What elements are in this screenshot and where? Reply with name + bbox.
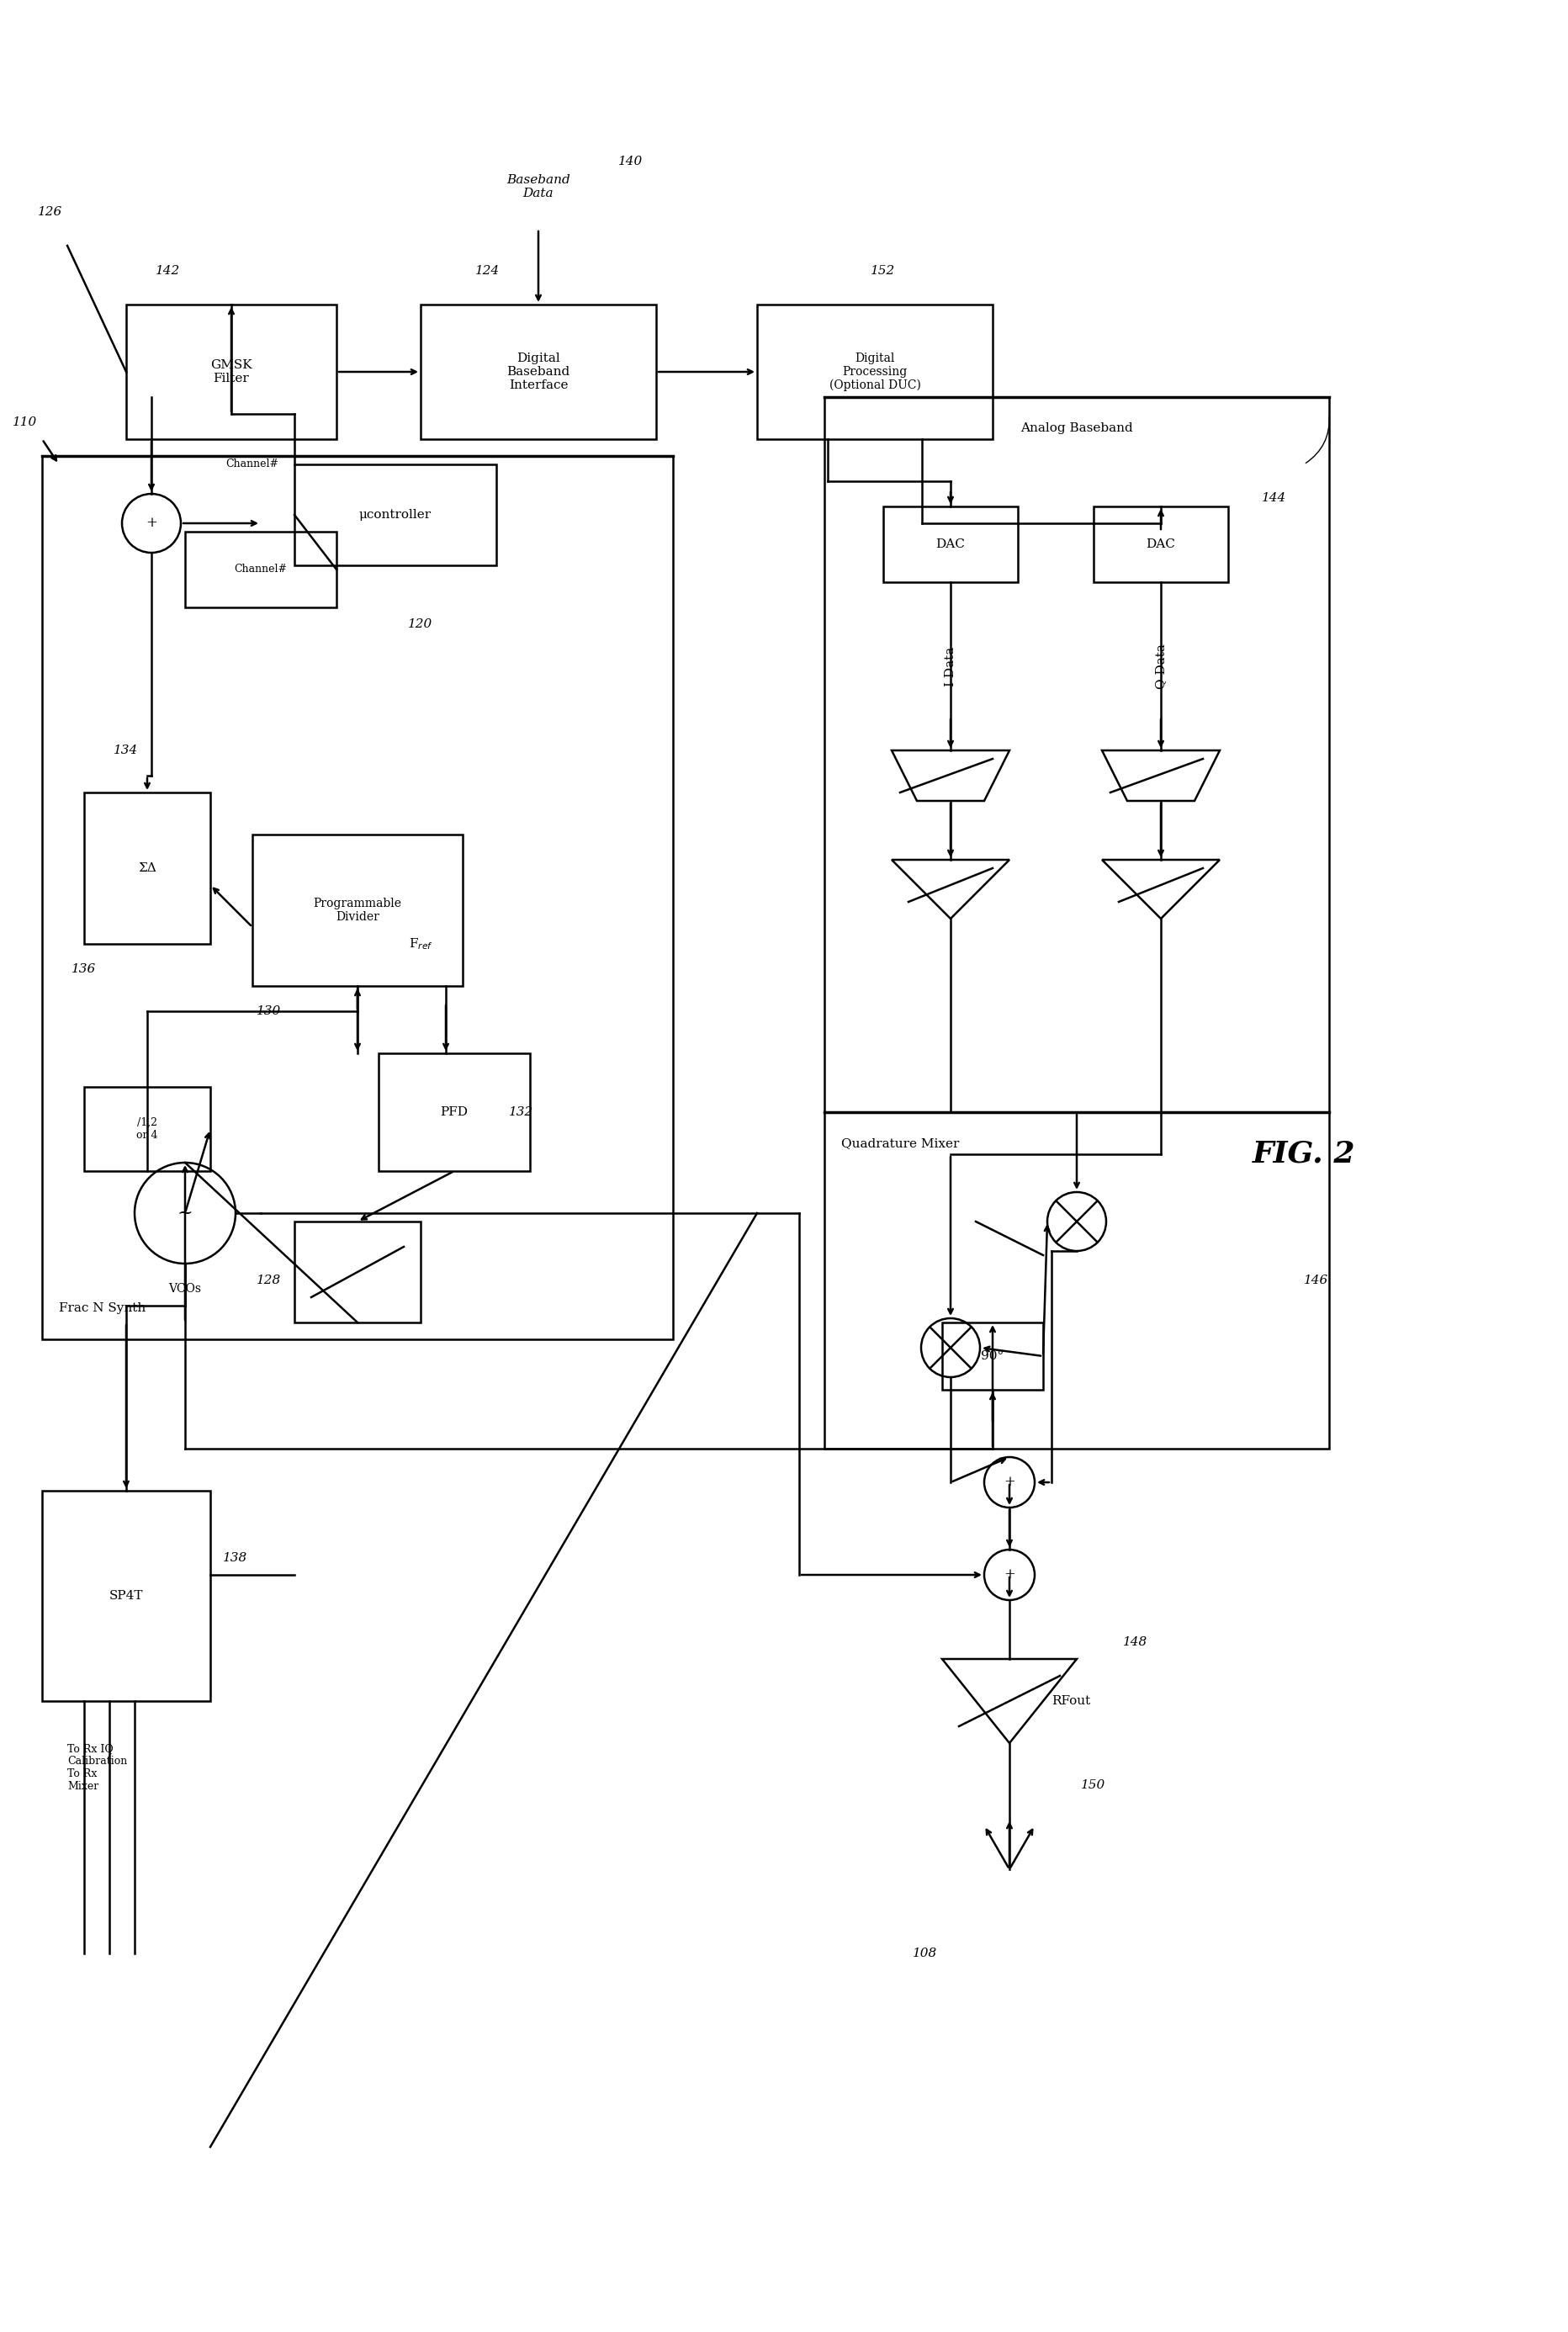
Bar xyxy=(42,457,673,1339)
Bar xyxy=(420,305,655,438)
Bar xyxy=(85,1087,210,1171)
Text: Digital
Baseband
Interface: Digital Baseband Interface xyxy=(506,352,569,392)
Text: RFout: RFout xyxy=(1051,1695,1090,1707)
Bar xyxy=(942,1322,1043,1390)
Text: 110: 110 xyxy=(13,417,38,429)
Text: FIG. 2: FIG. 2 xyxy=(1251,1140,1355,1168)
Bar xyxy=(185,532,336,606)
Bar xyxy=(883,506,1018,583)
Text: VCOs: VCOs xyxy=(169,1283,201,1294)
Text: 138: 138 xyxy=(223,1553,248,1565)
Text: 136: 136 xyxy=(72,963,96,975)
Text: 140: 140 xyxy=(618,156,643,168)
Bar xyxy=(85,793,210,944)
Text: 146: 146 xyxy=(1303,1276,1328,1287)
Bar xyxy=(252,835,463,986)
Bar xyxy=(1093,506,1228,583)
Text: PFD: PFD xyxy=(441,1105,467,1117)
Bar xyxy=(295,464,495,564)
Bar xyxy=(42,1490,210,1700)
Text: /1,2
or 4: /1,2 or 4 xyxy=(136,1117,158,1140)
Bar xyxy=(823,396,1328,1112)
Text: 132: 132 xyxy=(510,1105,533,1117)
Text: Baseband
Data: Baseband Data xyxy=(506,175,569,201)
Text: 148: 148 xyxy=(1123,1637,1148,1649)
Bar xyxy=(757,305,993,438)
Text: 142: 142 xyxy=(155,266,180,278)
Text: +: + xyxy=(1004,1476,1014,1490)
Text: SP4T: SP4T xyxy=(110,1590,143,1602)
Bar xyxy=(295,1222,420,1322)
Text: μcontroller: μcontroller xyxy=(359,508,431,520)
Text: Programmable
Divider: Programmable Divider xyxy=(314,898,401,923)
Text: DAC: DAC xyxy=(936,539,964,550)
Text: 134: 134 xyxy=(114,744,138,756)
Text: GMSK
Filter: GMSK Filter xyxy=(210,359,252,385)
Text: ΣΔ: ΣΔ xyxy=(138,863,157,874)
Text: 150: 150 xyxy=(1080,1779,1105,1791)
Text: 120: 120 xyxy=(408,618,433,630)
Text: Frac N Synth: Frac N Synth xyxy=(60,1301,146,1313)
Text: +: + xyxy=(146,515,157,529)
Text: Analog Baseband: Analog Baseband xyxy=(1019,422,1132,434)
Text: 144: 144 xyxy=(1261,492,1286,504)
Text: I Data: I Data xyxy=(944,646,956,686)
Text: To Rx IQ
Calibration
To Rx
Mixer: To Rx IQ Calibration To Rx Mixer xyxy=(67,1742,127,1791)
Text: ~: ~ xyxy=(177,1203,193,1222)
Text: +: + xyxy=(1004,1567,1014,1581)
Text: DAC: DAC xyxy=(1146,539,1174,550)
Bar xyxy=(378,1054,530,1171)
Text: Q Data: Q Data xyxy=(1154,644,1167,688)
Text: F$_{ref}$: F$_{ref}$ xyxy=(408,937,433,951)
Text: 128: 128 xyxy=(257,1276,281,1287)
Text: 108: 108 xyxy=(913,1947,938,1959)
Text: 124: 124 xyxy=(475,266,500,278)
Text: Channel#: Channel# xyxy=(234,564,287,576)
Text: 130: 130 xyxy=(257,1005,281,1017)
Text: Channel#: Channel# xyxy=(226,459,279,469)
Text: Digital
Processing
(Optional DUC): Digital Processing (Optional DUC) xyxy=(828,352,920,392)
Text: 126: 126 xyxy=(38,205,63,217)
Bar xyxy=(125,305,336,438)
Text: 90°: 90° xyxy=(980,1350,1004,1362)
Text: Quadrature Mixer: Quadrature Mixer xyxy=(840,1138,958,1150)
Text: 152: 152 xyxy=(870,266,895,278)
Bar xyxy=(823,1112,1328,1448)
